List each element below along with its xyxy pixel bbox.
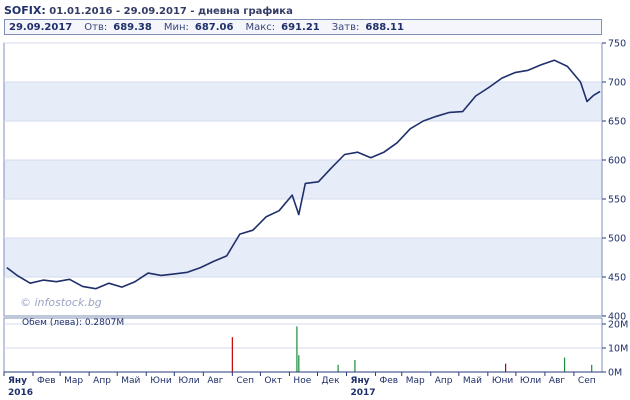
volume-y-tick-label: 20M [608,320,628,331]
close-label: Затв: [331,21,360,33]
volume-panel: 20M 10M 0M [3,317,628,379]
max-value: 691.21 [281,21,320,33]
date-range-label: 01.01.2016 - 29.09.2017 - дневна графика [49,6,293,17]
year-label: 2016 [8,388,33,398]
x-tick-label: Апр [93,376,111,386]
x-tick-label: Мар [64,376,83,386]
x-tick-label: Фев [380,376,399,386]
y-tick-label: 550 [608,195,626,206]
year-label: 2017 [351,388,376,398]
symbol-label: SOFIX: [4,4,46,17]
x-axis: Яну 2016 Фев Мар Апр Май Юни Юли Авг Сеп Окт Ное Дек… [3,371,602,398]
x-tick-label: Юли [520,376,541,386]
x-tick-label: Авг [207,376,223,386]
x-tick-label: Яну [351,376,370,386]
price-panel: 750 700 650 600 550 500 450 400 [3,39,626,323]
min-value: 687.06 [194,21,234,33]
x-tick-label: Яну [8,376,27,386]
volume-label: Обем (лева): 0.2807M [22,318,124,328]
quote-date: 29.09.2017 [9,21,73,33]
grid-band [4,82,602,121]
volume-y-tick-label: 10M [608,344,628,355]
y-tick-label: 750 [608,39,626,50]
y-tick-label: 400 [608,312,626,323]
x-tick-label: Окт [264,376,282,386]
volume-y-tick-label: 0M [608,368,622,379]
y-tick-label: 650 [608,117,626,128]
close-value: 688.11 [365,21,404,33]
volume-plot-area [3,317,603,373]
x-tick-label: Мар [406,376,425,386]
y-tick-label: 700 [608,78,626,89]
x-tick-label: Юли [178,376,199,386]
x-tick-label: Май [463,376,482,386]
chart-title: SOFIX: 01.01.2016 - 29.09.2017 - дневна … [4,4,293,17]
x-tick-label: Юни [492,376,514,386]
grid-band [4,238,602,277]
x-tick-label: Юни [150,376,172,386]
open-label: Отв: [84,21,108,33]
watermark-label: © infostock.bg [20,296,102,309]
y-tick-label: 600 [608,156,626,167]
y-tick-label: 500 [608,234,626,245]
x-tick-label: Фев [37,376,56,386]
x-tick-label: Апр [435,376,453,386]
x-tick-label: Дек [322,376,341,386]
max-label: Макс: [245,21,276,33]
x-tick-label: Сеп [578,376,596,386]
open-value: 689.38 [113,21,152,33]
y-tick-label: 450 [608,273,626,284]
price-line [6,59,601,290]
x-tick-label: Май [121,376,140,386]
x-tick-label: Ное [293,376,311,386]
x-tick-label: Авг [549,376,565,386]
quote-bar: 29.09.2017 Отв: 689.38 Мин: 687.06 Макс:… [4,19,602,35]
x-tick-label: Сеп [236,376,254,386]
min-label: Мин: [163,21,189,33]
